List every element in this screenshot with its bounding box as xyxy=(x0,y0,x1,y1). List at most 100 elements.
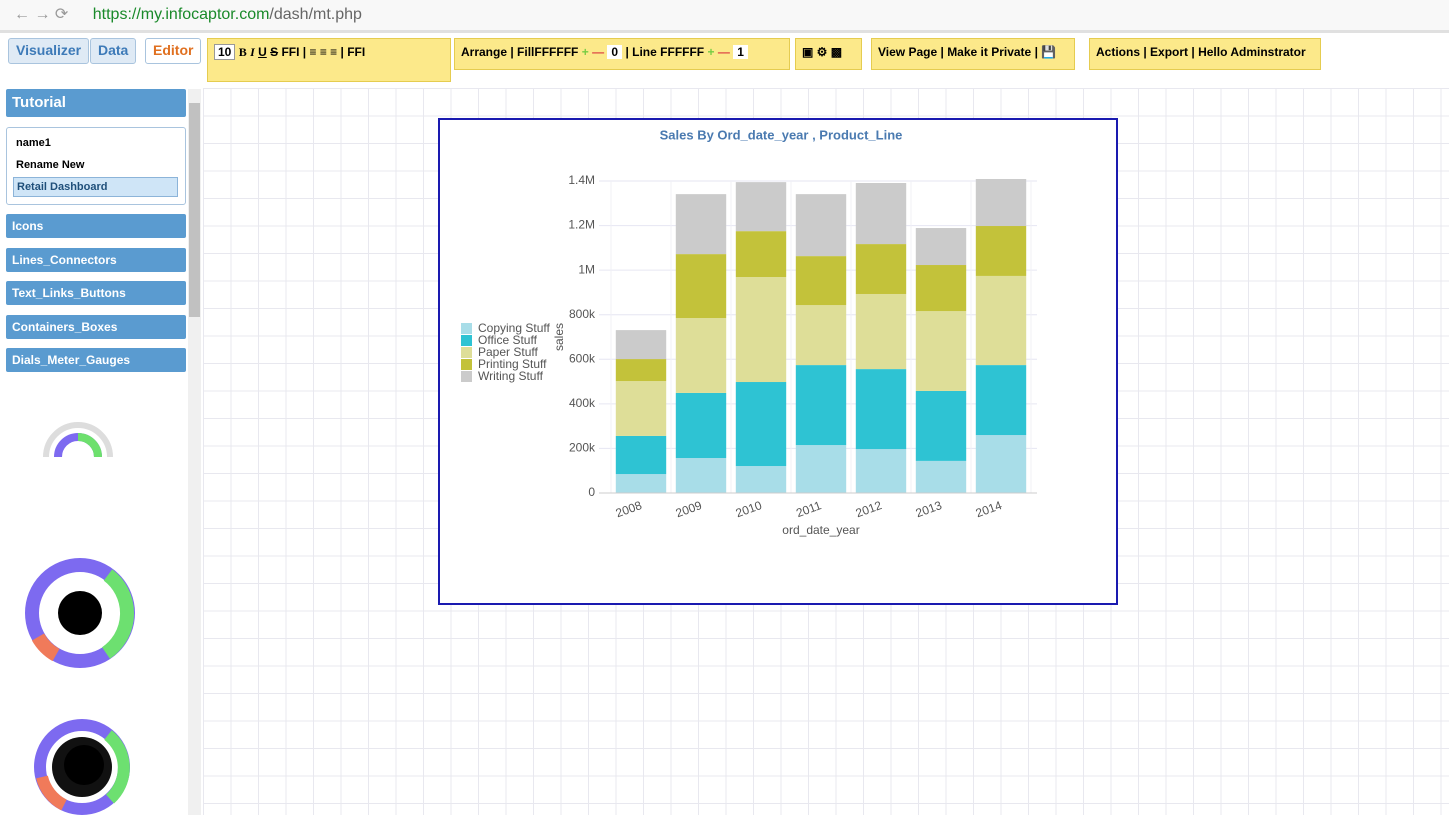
strike[interactable]: S xyxy=(270,45,279,59)
page-item[interactable]: Retail Dashboard xyxy=(13,177,178,197)
y-tick-label: 200k xyxy=(569,441,596,455)
y-tick-label: 600k xyxy=(569,351,596,365)
address-bar: ← → ⟳ https://my.infocaptor.com/dash/mt.… xyxy=(0,0,1449,33)
legend-swatch xyxy=(461,347,472,358)
gauge-icons xyxy=(25,422,135,815)
bar-segment xyxy=(855,244,907,294)
underline[interactable]: U xyxy=(258,45,267,59)
bar-segment xyxy=(675,194,727,255)
y-tick-label: 1.2M xyxy=(568,218,595,232)
bar-segment xyxy=(735,231,787,278)
tab[interactable]: Visualizer xyxy=(8,38,90,64)
x-tick-label: 2008 xyxy=(614,498,644,520)
bar-segment xyxy=(975,365,1027,436)
bar-segment xyxy=(855,449,907,493)
fill-value[interactable]: FFFFFF xyxy=(534,45,579,59)
y-tick-label: 1.4M xyxy=(568,173,595,187)
legend-swatch xyxy=(461,335,472,346)
bar-segment xyxy=(915,390,967,461)
legend-swatch xyxy=(461,371,472,382)
bar-segment xyxy=(735,277,787,383)
url-path[interactable]: /dash/mt.php xyxy=(269,6,362,23)
scrollbar[interactable] xyxy=(188,89,201,815)
page-list: name1 Rename New Retail Dashboard xyxy=(6,127,186,205)
format-toolbar: 10 B I U S FFI | ≡ ≡ ≡ | FFI xyxy=(207,38,451,82)
fill-label: Fill xyxy=(517,45,535,59)
bar-segment xyxy=(735,182,787,232)
x-tick-label: 2011 xyxy=(794,498,823,520)
page-toolbar: View Page | Make it Private | 💾 xyxy=(871,38,1075,70)
icon-toolbar[interactable]: ▣ ⚙ ▩ xyxy=(795,38,862,70)
account-toolbar: Actions | Export | Hello Adminstrator xyxy=(1089,38,1321,70)
sidebar-section[interactable]: Text_Links_Buttons xyxy=(6,281,186,305)
bar-segment xyxy=(735,382,787,467)
sidebar-header[interactable]: Tutorial xyxy=(6,89,186,117)
bar-segment xyxy=(975,226,1027,276)
legend-label: Writing Stuff xyxy=(478,369,544,383)
legend-label: Paper Stuff xyxy=(478,345,538,359)
x-tick-label: 2013 xyxy=(914,498,944,520)
chart[interactable]: Sales By Ord_date_year , Product_Line or… xyxy=(438,118,1118,605)
bar-segment xyxy=(795,445,847,493)
y-tick-label: 0 xyxy=(588,485,595,499)
url-host[interactable]: https://my.infocaptor.com xyxy=(92,6,270,23)
style-toolbar: Arrange | FillFFFFFF + — 0 | Line FFFFFF… xyxy=(454,38,790,70)
bar-segment xyxy=(915,460,967,493)
bar-segment xyxy=(795,256,847,306)
bar-segment xyxy=(675,458,727,493)
italic[interactable]: I xyxy=(250,45,255,59)
bar-segment xyxy=(615,474,667,493)
bar-segment xyxy=(795,365,847,446)
bar-segment xyxy=(735,466,787,493)
chart-title: Sales By Ord_date_year , Product_Line xyxy=(660,127,903,142)
legend-label: Printing Stuff xyxy=(478,357,547,371)
bar-segment xyxy=(615,435,667,475)
bar-segment xyxy=(975,435,1027,493)
sidebar-section[interactable]: Dials_Meter_Gauges xyxy=(6,348,186,372)
bar-segment xyxy=(915,311,967,391)
bar-segment xyxy=(855,369,907,450)
y-tick-label: 400k xyxy=(569,396,596,410)
page-item[interactable]: Rename New xyxy=(16,159,85,171)
x-axis-label: ord_date_year xyxy=(782,523,859,537)
bar-segment xyxy=(915,265,967,312)
tab[interactable]: Editor xyxy=(145,38,202,64)
make-private[interactable]: Make it Private xyxy=(947,45,1032,59)
line-label: Line xyxy=(632,45,657,59)
actions[interactable]: Actions xyxy=(1096,45,1141,59)
font-size[interactable]: 10 xyxy=(214,44,236,60)
arrange[interactable]: Arrange xyxy=(461,45,508,59)
line-width[interactable]: 1 xyxy=(733,45,748,59)
legend-label: Copying Stuff xyxy=(478,321,550,335)
bar-segment xyxy=(675,392,727,459)
x-tick-label: 2014 xyxy=(974,498,1004,520)
bar-segment xyxy=(855,293,907,370)
page-item[interactable]: name1 xyxy=(16,137,51,149)
line-value[interactable]: FFFFFF xyxy=(660,45,705,59)
bar-segment xyxy=(615,359,667,382)
y-tick-label: 1M xyxy=(578,262,595,276)
y-axis-label: sales xyxy=(552,323,566,351)
bar-segment xyxy=(675,254,727,319)
export[interactable]: Export xyxy=(1150,45,1189,59)
bar-segment xyxy=(855,183,907,245)
fill-width[interactable]: 0 xyxy=(607,45,623,59)
sidebar-section[interactable]: Icons xyxy=(6,214,186,238)
nav-buttons[interactable]: ← → ⟳ xyxy=(14,6,69,23)
x-tick-label: 2010 xyxy=(734,498,764,520)
sidebar-section[interactable]: Containers_Boxes xyxy=(6,315,186,339)
y-tick-label: 800k xyxy=(569,307,596,321)
font[interactable]: FFI xyxy=(347,45,366,59)
font[interactable]: FFI xyxy=(281,45,300,59)
hello[interactable]: Hello Adminstrator xyxy=(1198,45,1306,59)
view-page[interactable]: View Page xyxy=(878,45,938,59)
tab[interactable]: Data xyxy=(90,38,137,64)
bar-segment xyxy=(975,178,1027,227)
bold[interactable]: B xyxy=(238,45,247,59)
bar-segment xyxy=(675,318,727,393)
x-tick-label: 2009 xyxy=(674,498,704,520)
legend-label: Office Stuff xyxy=(478,333,538,347)
sidebar-section[interactable]: Lines_Connectors xyxy=(6,248,186,272)
